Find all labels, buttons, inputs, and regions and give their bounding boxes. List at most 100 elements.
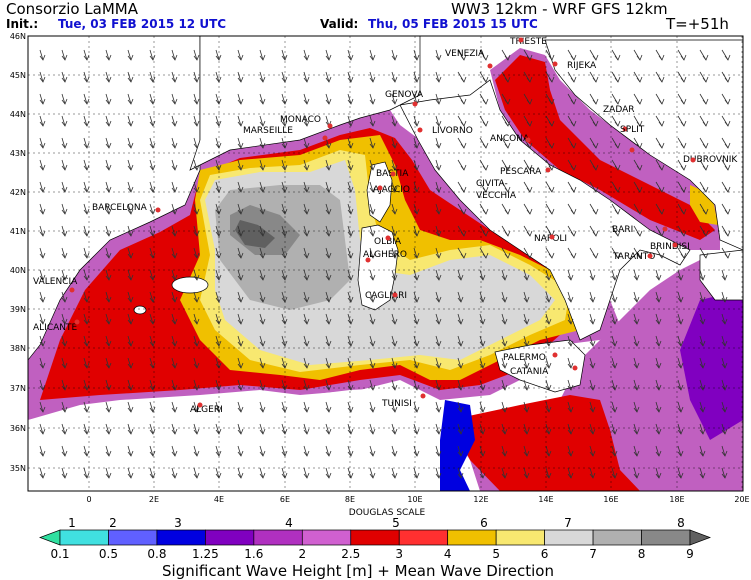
direction-arrow xyxy=(193,467,200,479)
model-title: WW3 12km - WRF GFS 12km xyxy=(451,0,668,18)
direction-arrow xyxy=(391,423,398,435)
city-label: TUNISI xyxy=(381,399,412,409)
direction-arrow xyxy=(149,467,156,479)
direction-arrow xyxy=(171,159,178,171)
direction-arrow xyxy=(479,137,489,149)
direction-arrow xyxy=(303,445,310,457)
direction-arrow xyxy=(303,225,310,237)
direction-arrow xyxy=(193,335,200,347)
land-sicily xyxy=(494,339,586,393)
direction-arrow xyxy=(39,49,46,61)
direction-arrow xyxy=(215,93,222,105)
direction-arrow xyxy=(721,313,728,325)
legend-swatch xyxy=(39,529,61,546)
direction-arrow xyxy=(369,379,376,391)
legend-swatch xyxy=(350,529,400,546)
direction-arrow xyxy=(457,159,467,171)
direction-arrow xyxy=(325,291,332,303)
direction-arrow xyxy=(193,203,200,215)
direction-arrow xyxy=(303,159,310,171)
direction-arrow xyxy=(105,247,112,259)
direction-arrow xyxy=(589,335,596,347)
city-marker xyxy=(552,61,558,67)
direction-arrow xyxy=(457,137,467,149)
city-marker xyxy=(525,137,531,143)
direction-arrow xyxy=(149,115,156,127)
city-label: PALERMO xyxy=(503,353,546,363)
direction-arrow xyxy=(457,49,467,61)
direction-arrow xyxy=(215,379,222,391)
direction-arrow xyxy=(523,269,530,281)
direction-arrow xyxy=(83,71,90,83)
direction-arrow xyxy=(149,335,156,347)
direction-arrow xyxy=(259,423,266,435)
legend-title: Significant Wave Height [m] + Mean Wave … xyxy=(162,562,554,580)
direction-arrow xyxy=(193,357,200,369)
direction-arrow xyxy=(127,445,134,457)
direction-arrow xyxy=(589,445,596,457)
direction-arrow xyxy=(677,49,687,61)
direction-arrow xyxy=(369,401,376,413)
direction-arrow xyxy=(567,423,574,435)
direction-arrow xyxy=(391,159,398,171)
city-marker xyxy=(412,101,418,107)
direction-arrow xyxy=(435,93,442,105)
direction-arrow xyxy=(567,269,574,281)
city-marker xyxy=(385,235,391,241)
direction-arrow xyxy=(655,269,662,281)
city-label: DUBROVNIK xyxy=(683,155,738,165)
direction-arrow xyxy=(83,467,90,479)
direction-arrow xyxy=(149,423,156,435)
direction-arrow xyxy=(61,445,68,457)
direction-arrow xyxy=(325,159,332,171)
city-marker xyxy=(518,37,524,43)
direction-arrow xyxy=(193,379,200,391)
direction-arrow xyxy=(699,247,709,259)
direction-arrow xyxy=(61,401,68,413)
direction-arrow xyxy=(457,357,464,369)
legend-value: 0.1 xyxy=(50,547,69,561)
direction-arrow xyxy=(303,379,310,391)
direction-arrow xyxy=(127,137,134,149)
direction-arrow xyxy=(193,159,200,171)
direction-arrow xyxy=(633,445,640,457)
legend-swatch xyxy=(156,529,206,546)
direction-arrow xyxy=(611,115,621,127)
direction-arrow xyxy=(655,93,665,105)
direction-arrow xyxy=(149,137,156,149)
direction-arrow xyxy=(61,423,68,435)
city-label: BARCELONA xyxy=(92,203,148,213)
direction-arrow xyxy=(171,93,178,105)
direction-arrow xyxy=(39,93,46,105)
city-marker xyxy=(377,185,383,191)
direction-arrow xyxy=(105,445,112,457)
direction-arrow xyxy=(127,269,134,281)
direction-arrow xyxy=(567,247,577,259)
direction-arrow xyxy=(347,115,354,127)
direction-arrow xyxy=(589,159,599,171)
direction-arrow xyxy=(611,467,618,479)
direction-arrow xyxy=(369,203,376,215)
direction-arrow xyxy=(83,181,90,193)
direction-arrow xyxy=(721,137,731,149)
direction-arrow xyxy=(523,357,530,369)
legend-swatch xyxy=(59,529,109,546)
land-balkans xyxy=(544,39,743,251)
direction-arrow xyxy=(589,71,599,83)
direction-arrow xyxy=(391,335,398,347)
direction-arrow xyxy=(677,269,684,281)
direction-arrow xyxy=(237,115,244,127)
direction-arrow xyxy=(83,115,90,127)
direction-arrow xyxy=(611,423,618,435)
direction-arrow xyxy=(303,49,310,61)
direction-arrow xyxy=(61,467,68,479)
direction-arrow xyxy=(193,181,200,193)
direction-arrow xyxy=(457,313,464,325)
direction-arrow xyxy=(259,401,266,413)
city-label: CIVITA- xyxy=(476,179,508,189)
direction-arrow xyxy=(127,335,134,347)
direction-arrow xyxy=(369,93,376,105)
direction-arrow xyxy=(39,225,46,237)
direction-arrow xyxy=(655,49,665,61)
direction-arrow xyxy=(193,423,200,435)
